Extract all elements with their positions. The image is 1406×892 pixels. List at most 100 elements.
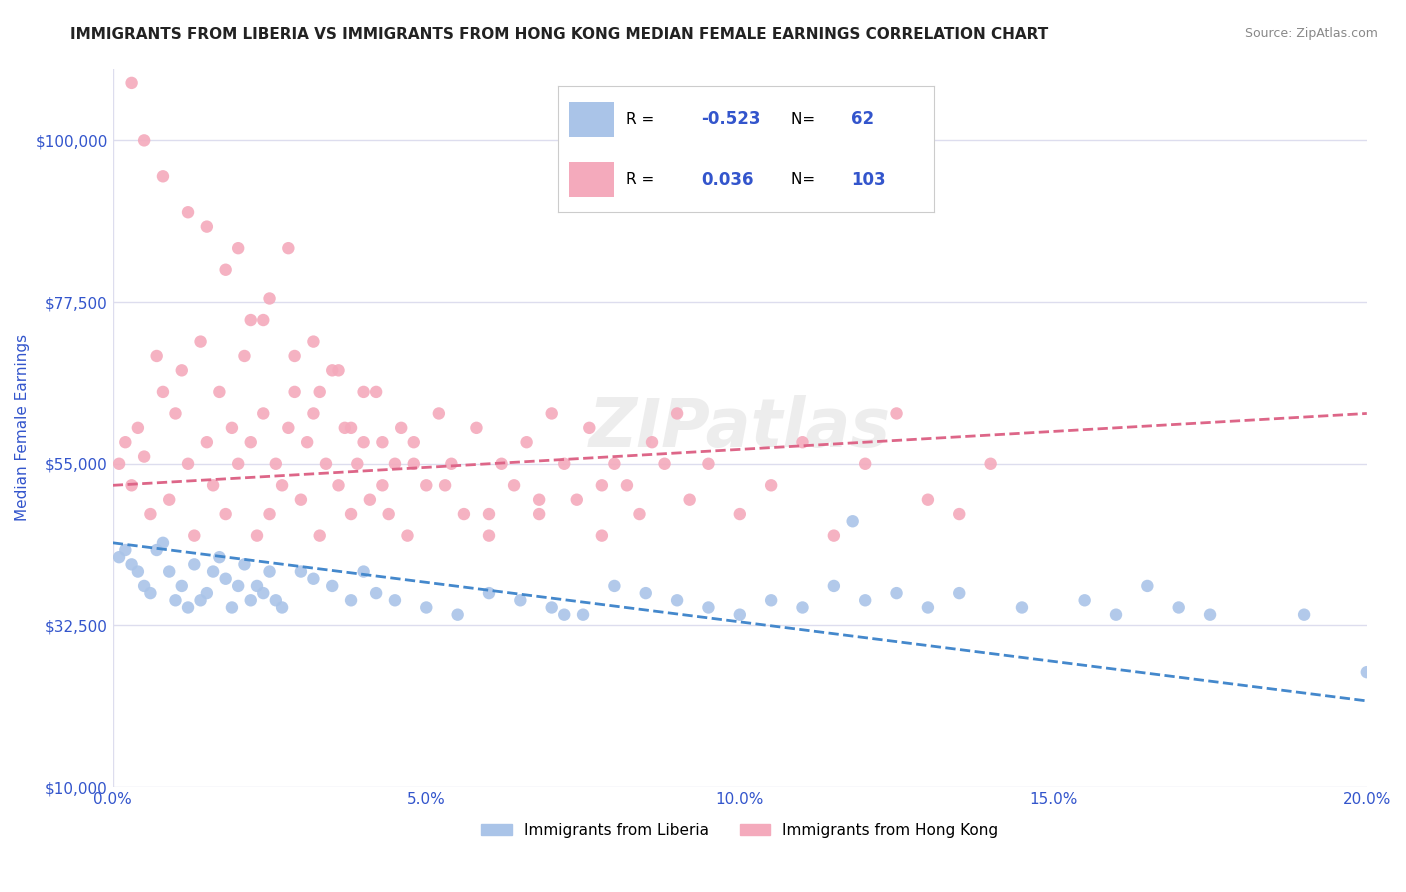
Point bbox=[1167, 600, 1189, 615]
Point bbox=[226, 457, 249, 471]
Point bbox=[195, 586, 218, 600]
Point bbox=[252, 313, 274, 327]
Point bbox=[259, 565, 281, 579]
Point bbox=[165, 593, 187, 607]
Point bbox=[384, 593, 406, 607]
Point bbox=[264, 593, 287, 607]
Point bbox=[415, 478, 437, 492]
Point bbox=[641, 435, 664, 450]
Point bbox=[221, 421, 243, 435]
Point bbox=[616, 478, 638, 492]
Point bbox=[527, 507, 550, 521]
Point bbox=[1355, 665, 1378, 680]
Point bbox=[290, 492, 312, 507]
Point bbox=[252, 407, 274, 421]
Point bbox=[917, 600, 939, 615]
Point bbox=[728, 607, 751, 622]
Point bbox=[152, 384, 174, 399]
Point bbox=[121, 558, 143, 572]
Point bbox=[183, 558, 205, 572]
Point bbox=[134, 450, 156, 464]
Point bbox=[948, 586, 970, 600]
Point bbox=[315, 457, 337, 471]
Point bbox=[284, 349, 307, 363]
Point bbox=[302, 407, 325, 421]
Point bbox=[114, 435, 136, 450]
Point bbox=[157, 565, 180, 579]
Point bbox=[233, 558, 256, 572]
Point bbox=[792, 435, 814, 450]
Point bbox=[666, 593, 689, 607]
Point bbox=[302, 334, 325, 349]
Point bbox=[384, 457, 406, 471]
Point bbox=[108, 550, 131, 565]
Point bbox=[980, 457, 1002, 471]
Y-axis label: Median Female Earnings: Median Female Earnings bbox=[15, 334, 30, 522]
Point bbox=[259, 292, 281, 306]
Point bbox=[491, 457, 513, 471]
Point bbox=[152, 169, 174, 184]
Point bbox=[886, 586, 908, 600]
Point bbox=[1294, 607, 1316, 622]
Point bbox=[246, 579, 269, 593]
Point bbox=[302, 572, 325, 586]
Point bbox=[202, 478, 225, 492]
Point bbox=[503, 478, 526, 492]
Point bbox=[346, 457, 368, 471]
Point bbox=[415, 600, 437, 615]
Point bbox=[792, 600, 814, 615]
Point bbox=[359, 492, 381, 507]
Point bbox=[134, 133, 156, 147]
Point bbox=[1073, 593, 1095, 607]
Point bbox=[127, 421, 149, 435]
Point bbox=[478, 586, 501, 600]
Point bbox=[134, 579, 156, 593]
Point bbox=[628, 507, 651, 521]
Point bbox=[823, 528, 845, 542]
Point bbox=[333, 421, 356, 435]
Point bbox=[157, 492, 180, 507]
Point bbox=[1011, 600, 1033, 615]
Point bbox=[328, 363, 350, 377]
Point bbox=[290, 565, 312, 579]
Text: IMMIGRANTS FROM LIBERIA VS IMMIGRANTS FROM HONG KONG MEDIAN FEMALE EARNINGS CORR: IMMIGRANTS FROM LIBERIA VS IMMIGRANTS FR… bbox=[70, 27, 1049, 42]
Point bbox=[246, 528, 269, 542]
Point bbox=[396, 528, 419, 542]
Point bbox=[214, 572, 236, 586]
Point bbox=[221, 600, 243, 615]
Point bbox=[271, 478, 294, 492]
Point bbox=[108, 457, 131, 471]
Point bbox=[295, 435, 318, 450]
Point bbox=[591, 478, 613, 492]
Point bbox=[195, 435, 218, 450]
Point bbox=[121, 478, 143, 492]
Point bbox=[389, 421, 412, 435]
Point bbox=[214, 262, 236, 277]
Point bbox=[170, 363, 193, 377]
Point bbox=[440, 457, 463, 471]
Point bbox=[886, 407, 908, 421]
Point bbox=[654, 457, 676, 471]
Point bbox=[402, 457, 425, 471]
Point bbox=[340, 507, 363, 521]
Point bbox=[114, 543, 136, 558]
Point bbox=[697, 600, 720, 615]
Point bbox=[177, 457, 200, 471]
Point bbox=[165, 407, 187, 421]
Point bbox=[284, 384, 307, 399]
Point bbox=[239, 435, 262, 450]
Point bbox=[366, 384, 388, 399]
Point bbox=[308, 384, 330, 399]
Point bbox=[823, 579, 845, 593]
Point bbox=[208, 384, 231, 399]
Point bbox=[277, 241, 299, 255]
Point bbox=[377, 507, 399, 521]
Point bbox=[183, 528, 205, 542]
Point bbox=[321, 363, 343, 377]
Point bbox=[271, 600, 294, 615]
Point bbox=[453, 507, 475, 521]
Point bbox=[591, 528, 613, 542]
Point bbox=[402, 435, 425, 450]
Legend: Immigrants from Liberia, Immigrants from Hong Kong: Immigrants from Liberia, Immigrants from… bbox=[475, 817, 1004, 844]
Point bbox=[145, 543, 167, 558]
